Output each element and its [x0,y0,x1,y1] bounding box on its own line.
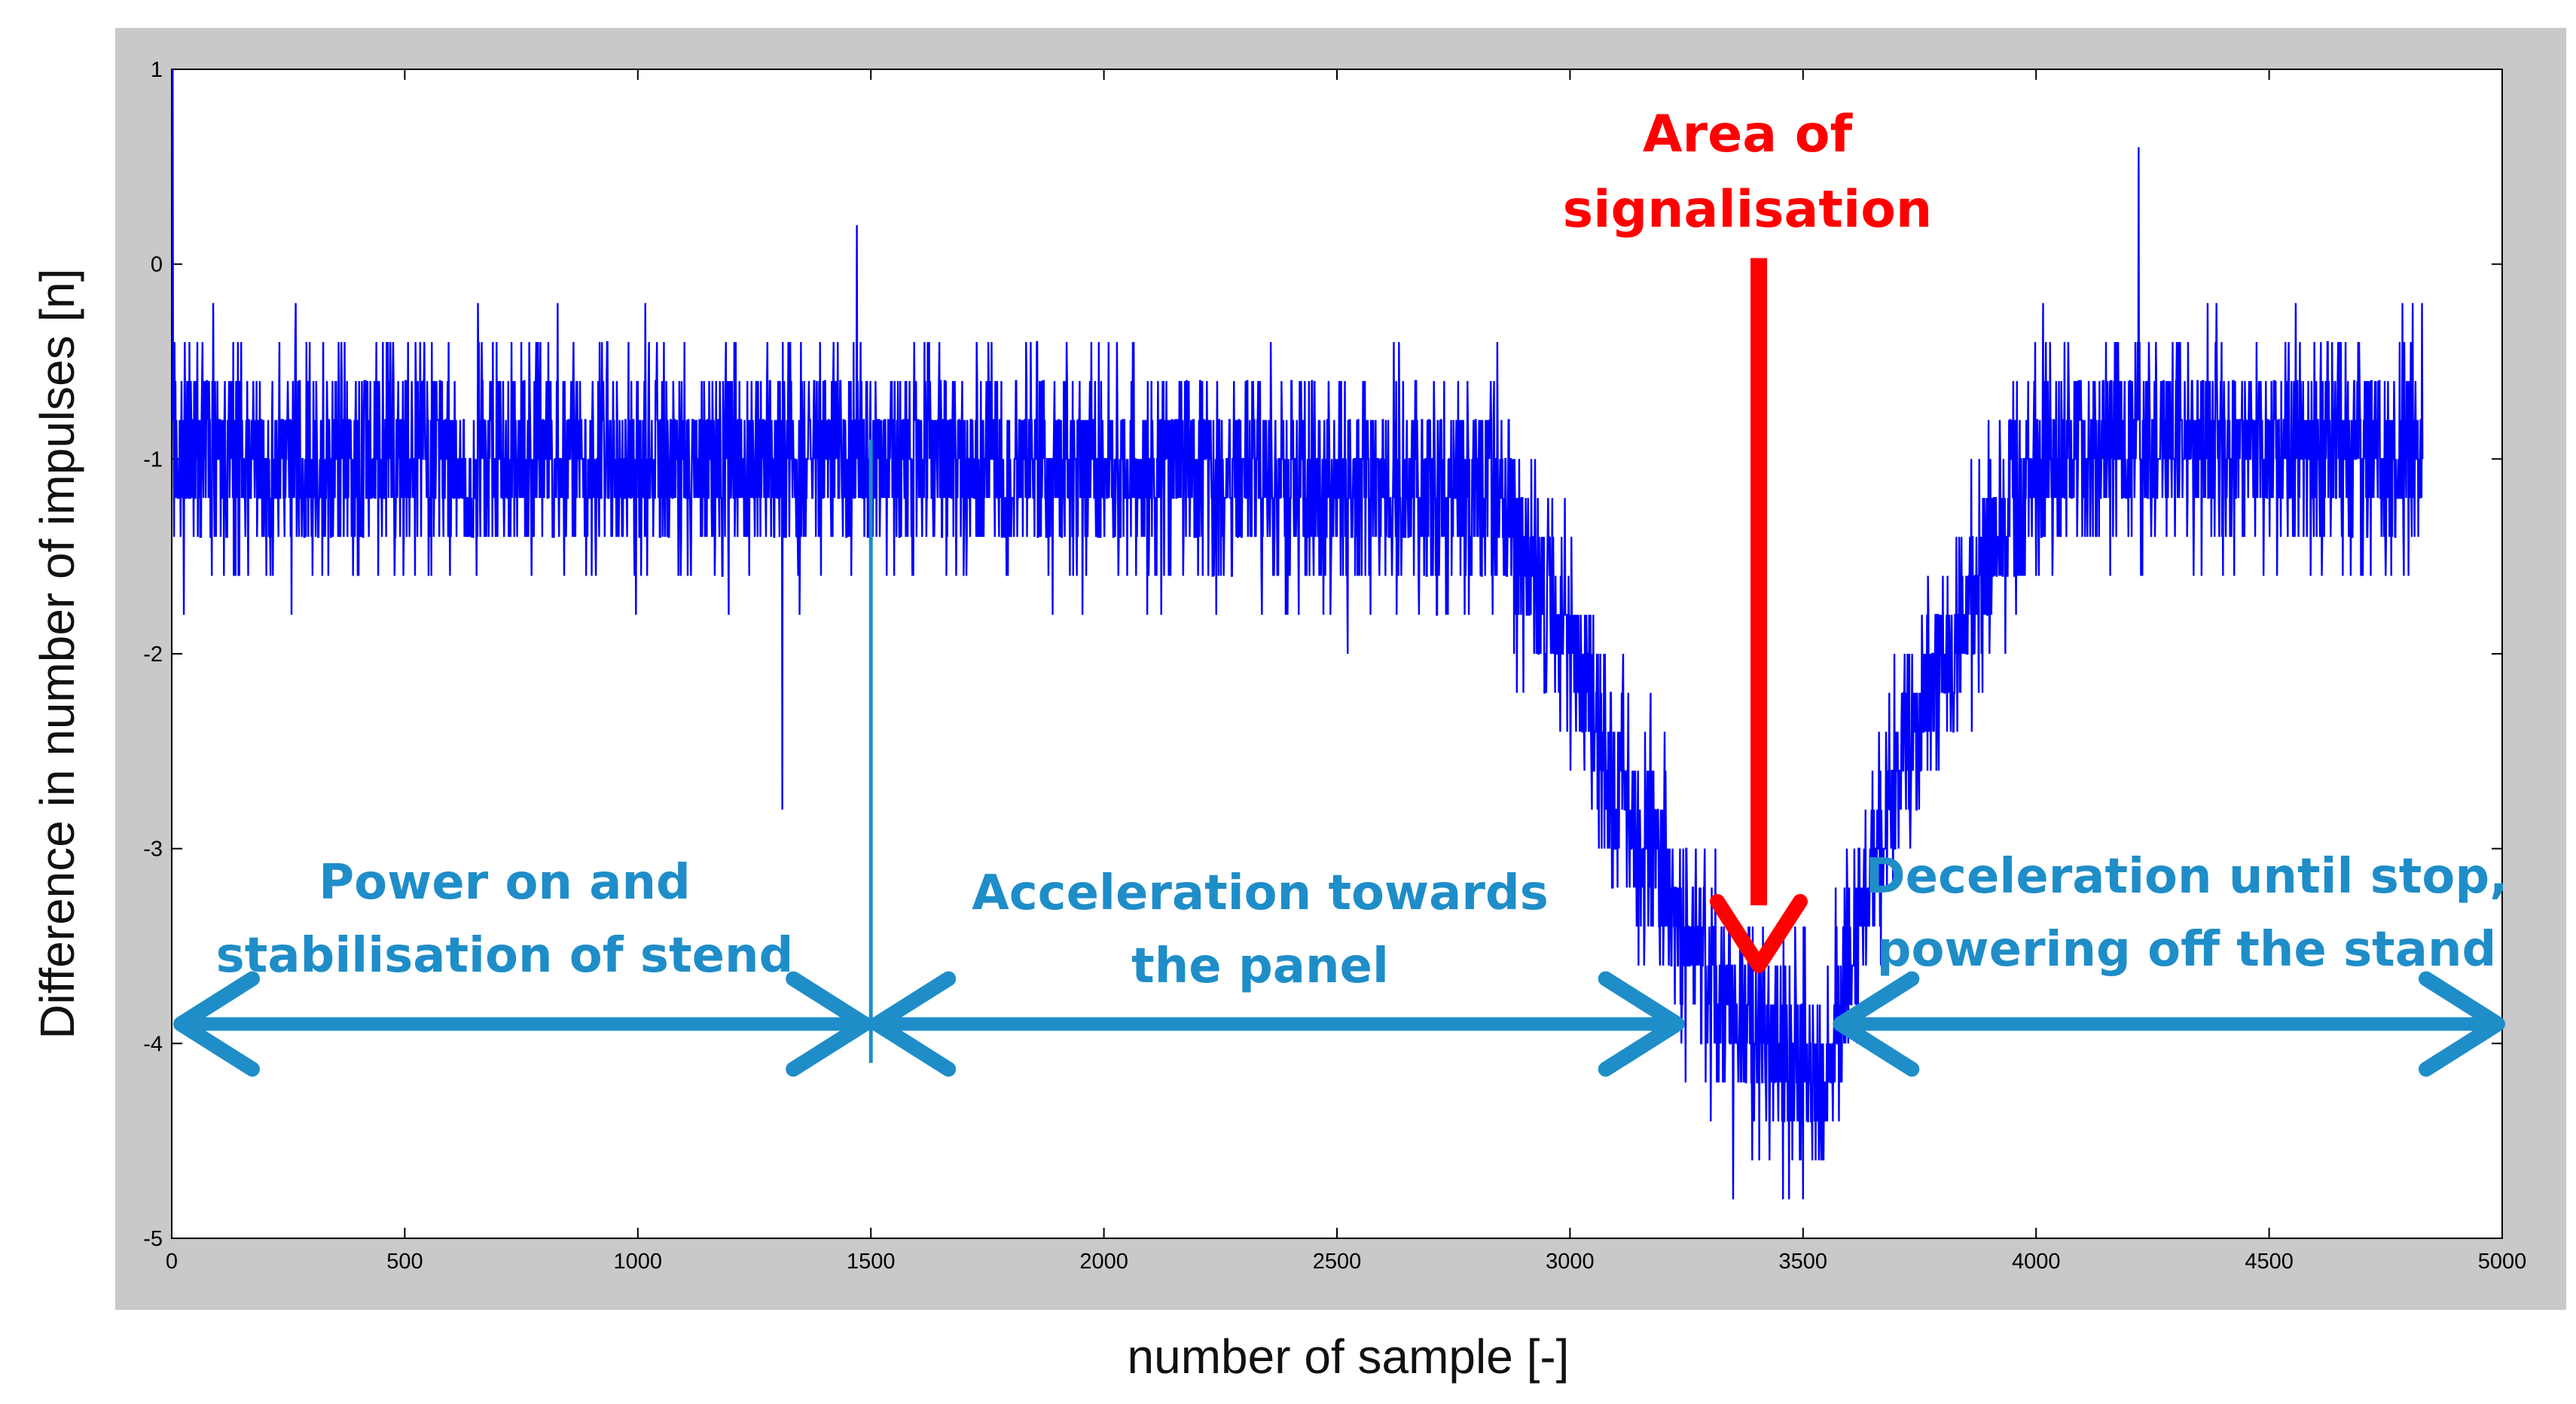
x-axis-title: number of sample [-] [1128,1329,1570,1384]
phase-arrowhead-left [173,971,260,1077]
x-tick-label: 2500 [1313,1250,1362,1274]
plot-area [171,69,2503,1239]
phase-label: the panel [1131,939,1389,994]
phase-arrowhead-right [1598,971,1685,1077]
phase-arrowhead-right [2419,971,2505,1077]
phase-label: Acceleration towards [972,865,1549,921]
y-axis-title: Difference in number of impulses [n] [30,268,84,1039]
annotations: Power on and stabilisation of stend Accele… [173,105,2508,1077]
y-axis-ticks: 1 0 -1 -2 -3 -4 -5 [143,58,2502,1251]
phase-label: stabilisation of stend [216,928,794,984]
phase-label: Power on and [319,855,691,911]
x-tick-label: 1500 [847,1250,896,1274]
x-tick-label: 4500 [2245,1250,2294,1274]
y-tick-label: -5 [143,1227,163,1251]
y-tick-label: 1 [151,58,163,82]
x-tick-label: 4000 [2012,1250,2061,1274]
y-tick-label: -4 [143,1032,163,1056]
phase-arrowhead-left [869,971,957,1077]
x-tick-label: 1000 [614,1250,663,1274]
x-tick-label: 500 [386,1250,423,1274]
x-tick-label: 5000 [2478,1250,2527,1274]
phase-arrowhead-left [1833,971,1920,1077]
x-tick-label: 0 [166,1250,178,1274]
series-line-difference [172,69,2424,1200]
x-tick-label: 3000 [1546,1250,1595,1274]
phase-label: powering off the stand [1877,922,2497,978]
y-tick-label: -1 [143,447,163,472]
y-tick-label: 0 [151,253,163,277]
x-axis-ticks: 0 500 1000 1500 2000 2500 3000 3500 4000 4500 5000 [166,69,2526,1274]
phase-arrowhead-right [786,971,873,1077]
phase-label: Deceleration until stop, [1866,849,2508,905]
x-tick-label: 2000 [1079,1250,1128,1274]
signal-arrowhead [1710,893,1808,973]
x-tick-label: 3500 [1779,1250,1828,1274]
signal-label: Area of [1643,105,1854,164]
y-tick-label: -2 [143,642,163,667]
y-tick-label: -3 [143,838,163,862]
signal-label: signalisation [1563,180,1933,240]
